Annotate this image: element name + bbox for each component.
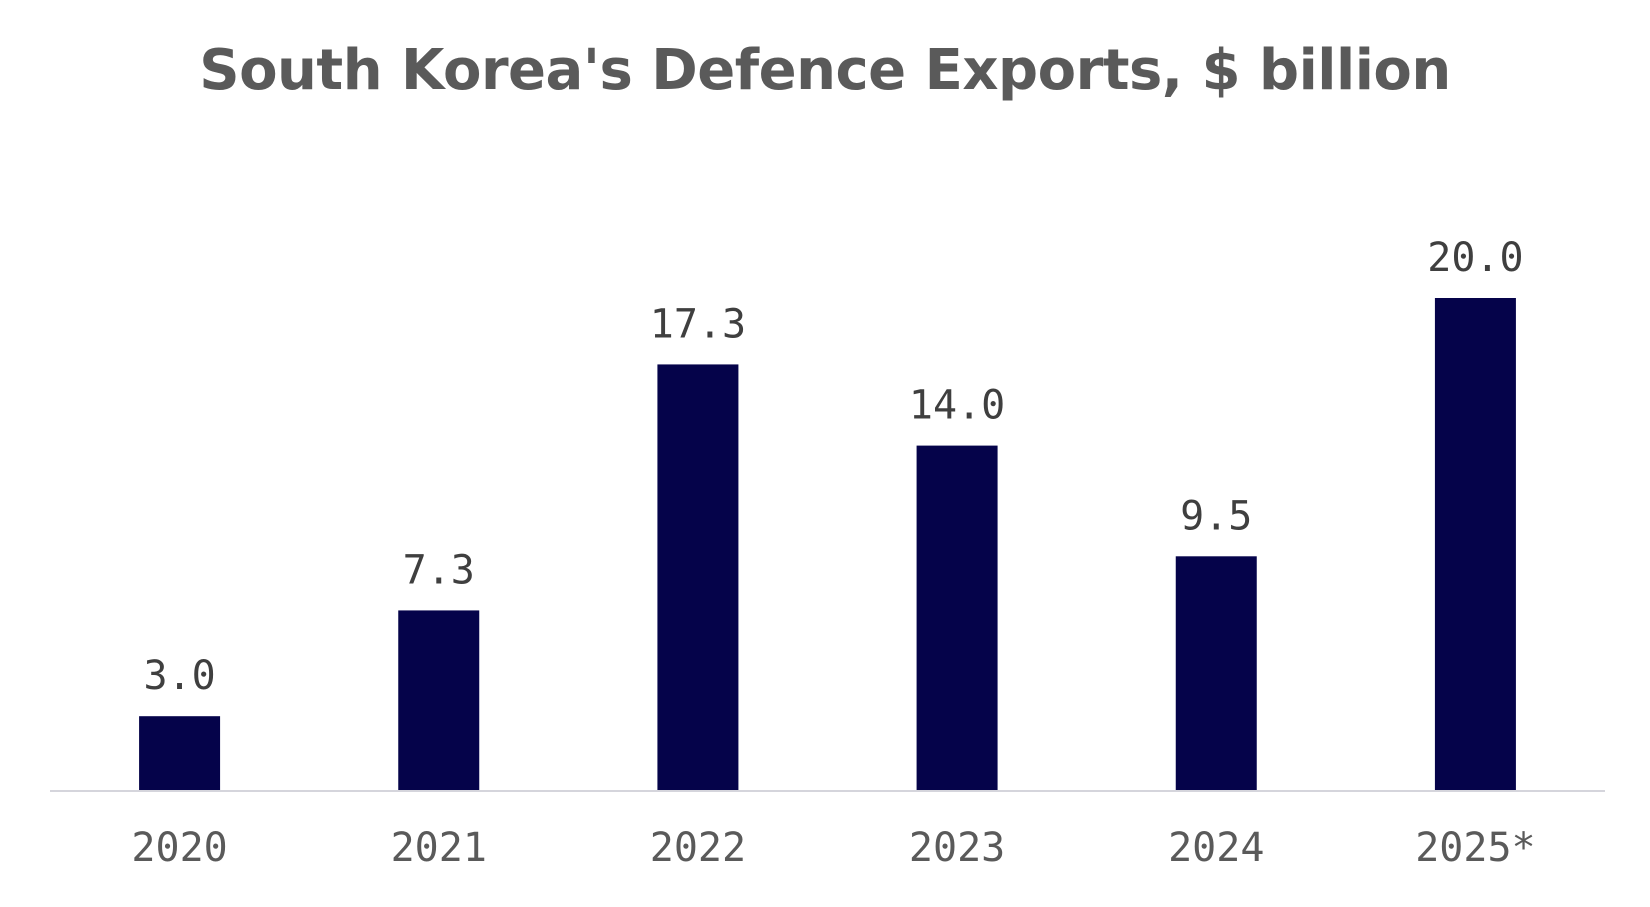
value-label-2023: 14.0 xyxy=(909,383,1005,429)
value-label-2021: 7.3 xyxy=(403,547,475,593)
x-tick-label-2022: 2022 xyxy=(650,825,746,871)
bar-group xyxy=(139,298,1516,790)
value-label-2025: 20.0 xyxy=(1427,235,1523,281)
x-tick-label-group: 2020 2021 2022 2023 2024 2025* xyxy=(131,825,1535,871)
value-label-2024: 9.5 xyxy=(1180,493,1252,539)
x-tick-label-2020: 2020 xyxy=(131,825,227,871)
bar-2025 xyxy=(1434,298,1516,790)
bar-2023 xyxy=(916,445,998,790)
bar-2022 xyxy=(657,364,739,790)
value-label-2022: 17.3 xyxy=(650,301,746,347)
x-tick-label-2024: 2024 xyxy=(1168,825,1264,871)
value-label-2020: 3.0 xyxy=(143,653,215,699)
value-label-group: 3.0 7.3 17.3 14.0 9.5 20.0 xyxy=(143,235,1523,699)
chart-title: South Korea's Defence Exports, $ billion xyxy=(199,38,1451,103)
bar-2020 xyxy=(139,716,221,790)
x-tick-label-2021: 2021 xyxy=(391,825,487,871)
bar-2021 xyxy=(398,610,480,790)
x-tick-label-2025: 2025* xyxy=(1415,825,1535,871)
bar-2024 xyxy=(1175,556,1257,790)
x-tick-label-2023: 2023 xyxy=(909,825,1005,871)
